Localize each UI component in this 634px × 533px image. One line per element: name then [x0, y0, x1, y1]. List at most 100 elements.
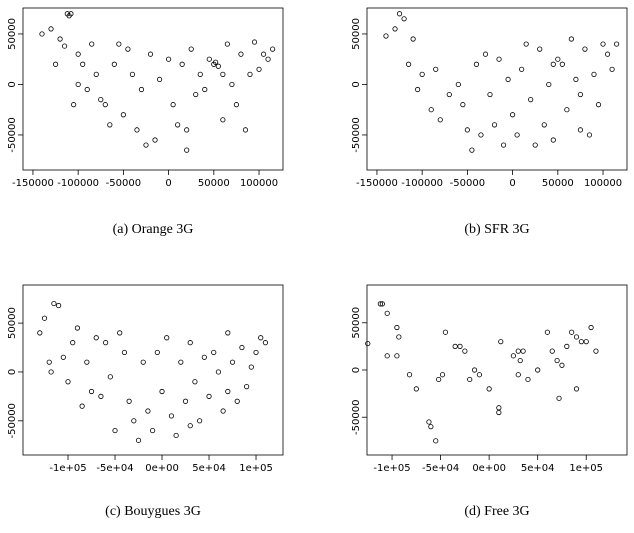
point: [496, 409, 502, 416]
point: [164, 335, 170, 341]
point: [68, 11, 74, 17]
point: [505, 76, 511, 83]
point: [215, 369, 222, 375]
point: [476, 372, 483, 378]
x-tick-label: -100000: [57, 178, 99, 189]
x-tick-label: -50000: [106, 178, 141, 189]
point: [588, 324, 594, 331]
point: [384, 353, 390, 359]
point: [591, 71, 597, 77]
point: [131, 418, 137, 424]
x-tick-label: -5e+04: [422, 463, 459, 474]
point: [439, 372, 446, 378]
point: [201, 354, 207, 360]
point: [156, 76, 163, 83]
point: [609, 66, 615, 72]
point: [559, 61, 565, 67]
point: [262, 340, 269, 346]
x-tick-label: 100000: [240, 178, 278, 189]
point: [150, 427, 156, 434]
point: [436, 376, 442, 383]
point: [107, 122, 113, 128]
point: [265, 56, 271, 62]
point: [442, 329, 449, 335]
point: [520, 348, 526, 354]
point: [57, 36, 63, 42]
point: [234, 398, 240, 404]
y-tick-label: 50000: [351, 18, 362, 50]
point: [111, 61, 117, 67]
point: [213, 59, 219, 65]
point: [515, 372, 521, 378]
point: [258, 335, 264, 341]
point: [188, 46, 194, 52]
plot-frame: [22, 284, 284, 456]
point: [37, 330, 43, 336]
point: [586, 132, 593, 138]
point: [426, 419, 432, 425]
point: [525, 376, 531, 383]
point: [600, 41, 606, 47]
point: [528, 97, 534, 103]
point: [187, 340, 193, 346]
point: [496, 56, 502, 62]
point: [224, 41, 230, 47]
point: [52, 61, 59, 67]
point: [515, 348, 521, 354]
point: [88, 388, 95, 395]
point: [415, 86, 421, 93]
point: [473, 61, 480, 67]
x-tick-label: 100000: [584, 178, 622, 189]
x-tick-label: 50000: [542, 178, 574, 189]
point: [175, 122, 181, 128]
point: [51, 300, 57, 307]
point: [455, 81, 461, 88]
point: [517, 357, 523, 364]
point: [154, 349, 160, 356]
point: [428, 424, 434, 430]
point: [392, 26, 398, 32]
point: [413, 386, 419, 392]
point: [251, 39, 258, 45]
point: [89, 41, 95, 47]
point: [178, 359, 184, 365]
point: [220, 408, 226, 414]
point: [225, 330, 231, 336]
point: [433, 438, 439, 444]
point: [173, 432, 179, 439]
point: [462, 348, 468, 354]
point: [428, 107, 434, 113]
point: [544, 329, 550, 335]
y-tick-label: 0: [351, 367, 362, 373]
x-tick-label: 50000: [198, 178, 230, 189]
point: [595, 102, 602, 108]
plot-frame: [366, 7, 628, 171]
y-tick-label: -50000: [351, 400, 362, 435]
point: [71, 102, 77, 108]
point: [120, 112, 126, 118]
point: [509, 112, 516, 118]
point: [559, 362, 565, 368]
x-tick-label: 1e+05: [569, 463, 603, 474]
point: [460, 102, 466, 108]
point: [464, 127, 470, 133]
point: [197, 418, 203, 424]
point: [93, 71, 99, 77]
caption: (a) Orange 3G: [113, 222, 194, 237]
point: [496, 405, 502, 411]
x-tick-label: -5e+04: [96, 463, 133, 474]
point: [564, 343, 570, 349]
point: [125, 46, 131, 52]
point: [206, 393, 212, 399]
point: [260, 51, 267, 57]
point: [383, 33, 389, 39]
point: [138, 86, 145, 93]
point: [152, 137, 158, 143]
point: [206, 56, 212, 62]
point: [170, 102, 176, 108]
point: [564, 107, 570, 113]
x-tick-label: -50000: [450, 178, 485, 189]
point: [220, 117, 226, 123]
point: [193, 91, 199, 98]
point: [510, 353, 517, 359]
